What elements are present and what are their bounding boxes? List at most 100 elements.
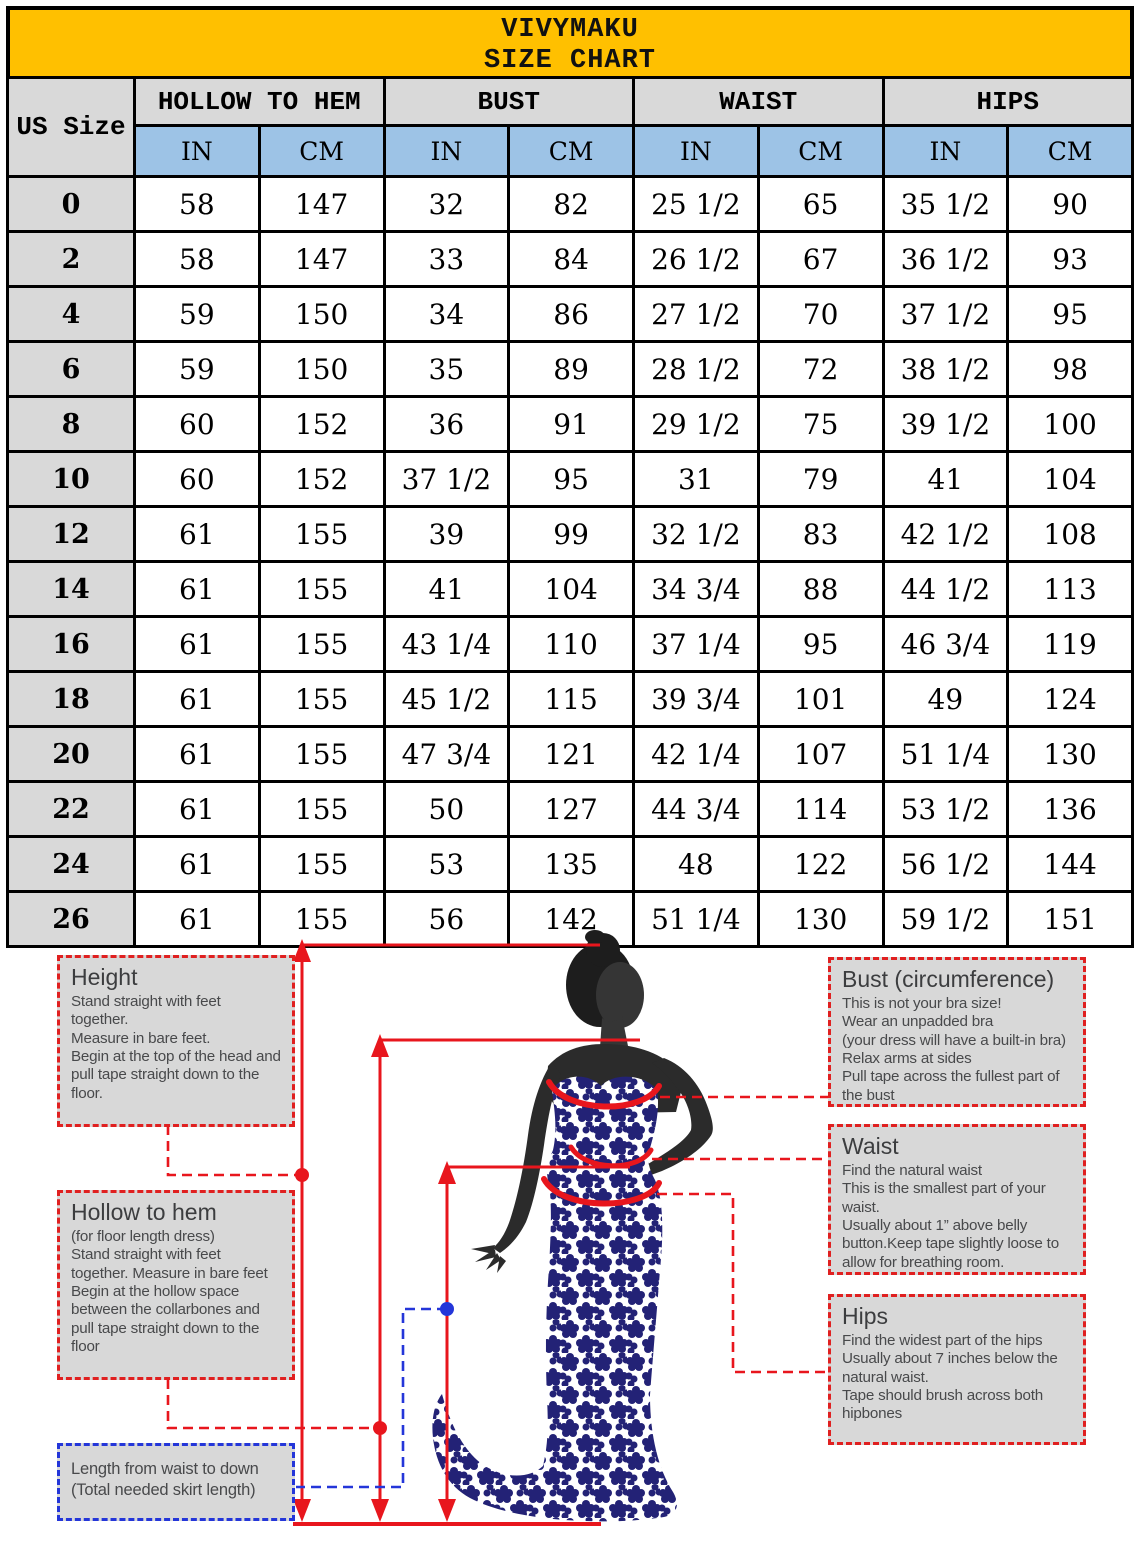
hollow-to-hem-text: (for floor length dress) Stand straight w… [71,1228,281,1357]
measure-cell: 130 [756,890,885,948]
bust-instruction-box: Bust (circumference) This is not your br… [828,957,1086,1107]
measure-cell: 50 [382,780,511,838]
waist-title: Waist [842,1133,899,1159]
size-cell: 0 [6,175,136,233]
measure-cell: 150 [257,340,386,398]
measure-cell: 61 [133,725,261,783]
measure-cell: 84 [507,230,635,288]
group-header: BUST [382,76,635,127]
size-cell: 16 [6,615,136,673]
guide-line: This is the smallest part of your waist. [842,1180,1046,1216]
measure-cell: 38 1/2 [881,340,1010,398]
unit-header: CM [507,124,635,178]
size-cell: 10 [6,450,136,508]
measure-cell: 86 [507,285,635,343]
measure-cell: 29 1/2 [632,395,760,453]
height-instruction-box: Height Stand straight with feet together… [57,955,295,1127]
measure-cell: 130 [1006,725,1134,783]
size-cell: 4 [6,285,136,343]
table-row: 16 61 155 43 1/4 110 37 1/4 95 46 3/4 119 [6,615,1134,673]
bust-text: This is not your bra size! Wear an unpadd… [842,995,1072,1104]
measure-cell: 155 [257,560,386,618]
waist-text: Find the natural waist This is the smalle… [842,1162,1072,1272]
measure-cell: 39 [382,505,511,563]
guide-line: Usually about 1” above belly button.Keep… [842,1216,1059,1271]
measure-cell: 34 3/4 [632,560,760,618]
measure-cell: 147 [257,175,386,233]
measure-cell: 155 [257,835,386,893]
guide-line: Length from waist to down [71,1460,259,1478]
size-cell: 24 [6,835,136,893]
group-header: HOLLOW TO HEM [133,76,386,127]
size-cell: 8 [6,395,136,453]
corner-header: US Size [6,76,136,178]
blue-connector [296,1307,447,1489]
measure-cell: 99 [507,505,635,563]
measure-cell: 35 [382,340,511,398]
size-cell: 6 [6,340,136,398]
unit-header: IN [632,124,760,178]
guide-line: Pull tape across the fullest part of the… [842,1068,1060,1104]
unit-header: IN [881,124,1010,178]
measure-cell: 82 [507,175,635,233]
measure-cell: 61 [133,780,261,838]
table-row: 6 59 150 35 89 28 1/2 72 38 1/2 98 [6,340,1134,398]
measure-cell: 51 1/4 [632,890,760,948]
measure-cell: 39 3/4 [632,670,760,728]
table-row: 22 61 155 50 127 44 3/4 114 53 1/2 136 [6,780,1134,838]
hollow-to-hem-title: Hollow to hem [71,1199,217,1225]
measure-cell: 108 [1006,505,1134,563]
measure-cell: 155 [257,670,386,728]
guide-line: Wear an unpadded bra [842,1013,994,1031]
size-cell: 22 [6,780,136,838]
title-bar: VIVYMAKU SIZE CHART [6,6,1134,88]
measure-cell: 46 3/4 [881,615,1010,673]
measure-cell: 33 [382,230,511,288]
measure-cell: 56 [382,890,511,948]
measure-cell: 100 [1006,395,1134,453]
table-row: 14 61 155 41 104 34 3/4 88 44 1/2 113 [6,560,1134,618]
measure-cell: 37 1/2 [382,450,511,508]
measure-cell: 151 [1006,890,1134,948]
measure-cell: 104 [1006,450,1134,508]
measure-cell: 61 [133,835,261,893]
measure-cell: 155 [257,505,386,563]
guide-line: Usually about 7 inches below the natural… [842,1350,1058,1386]
height-title: Height [71,964,138,990]
measure-cell: 91 [507,395,635,453]
measure-cell: 61 [133,890,261,948]
measure-cell: 53 [382,835,511,893]
height-text: Stand straight with feet together. Measur… [71,993,281,1103]
guide-line: Find the natural waist [842,1161,982,1179]
guide-line: Begin at the hollow space between the co… [71,1282,260,1356]
table-row: 8 60 152 36 91 29 1/2 75 39 1/2 100 [6,395,1134,453]
measure-cell: 34 [382,285,511,343]
measure-cell: 101 [756,670,885,728]
measure-cell: 61 [133,505,261,563]
measure-cell: 155 [257,780,386,838]
measure-cell: 59 [133,340,261,398]
measure-cell: 25 1/2 [632,175,760,233]
measure-cell: 79 [756,450,885,508]
red-connectors [166,1095,828,1430]
unit-header: CM [756,124,885,178]
measure-cell: 113 [1006,560,1134,618]
measurement-lines [293,943,640,1526]
measure-cell: 72 [756,340,885,398]
measure-cell: 47 3/4 [382,725,511,783]
measure-cell: 155 [257,725,386,783]
measure-cell: 59 [133,285,261,343]
measure-cell: 104 [507,560,635,618]
unit-header: IN [133,124,261,178]
table-row: 26 61 155 56 142 51 1/4 130 59 1/2 151 [6,890,1134,948]
guide-line: (for floor length dress) [71,1227,215,1245]
guide-line: Relax arms at sides [842,1049,972,1067]
measure-cell: 95 [507,450,635,508]
unit-header: CM [257,124,386,178]
measure-cell: 35 1/2 [881,175,1010,233]
measure-cell: 42 1/4 [632,725,760,783]
measure-cell: 95 [1006,285,1134,343]
table-row: 10 60 152 37 1/2 95 31 79 41 104 [6,450,1134,508]
measure-cell: 58 [133,230,261,288]
